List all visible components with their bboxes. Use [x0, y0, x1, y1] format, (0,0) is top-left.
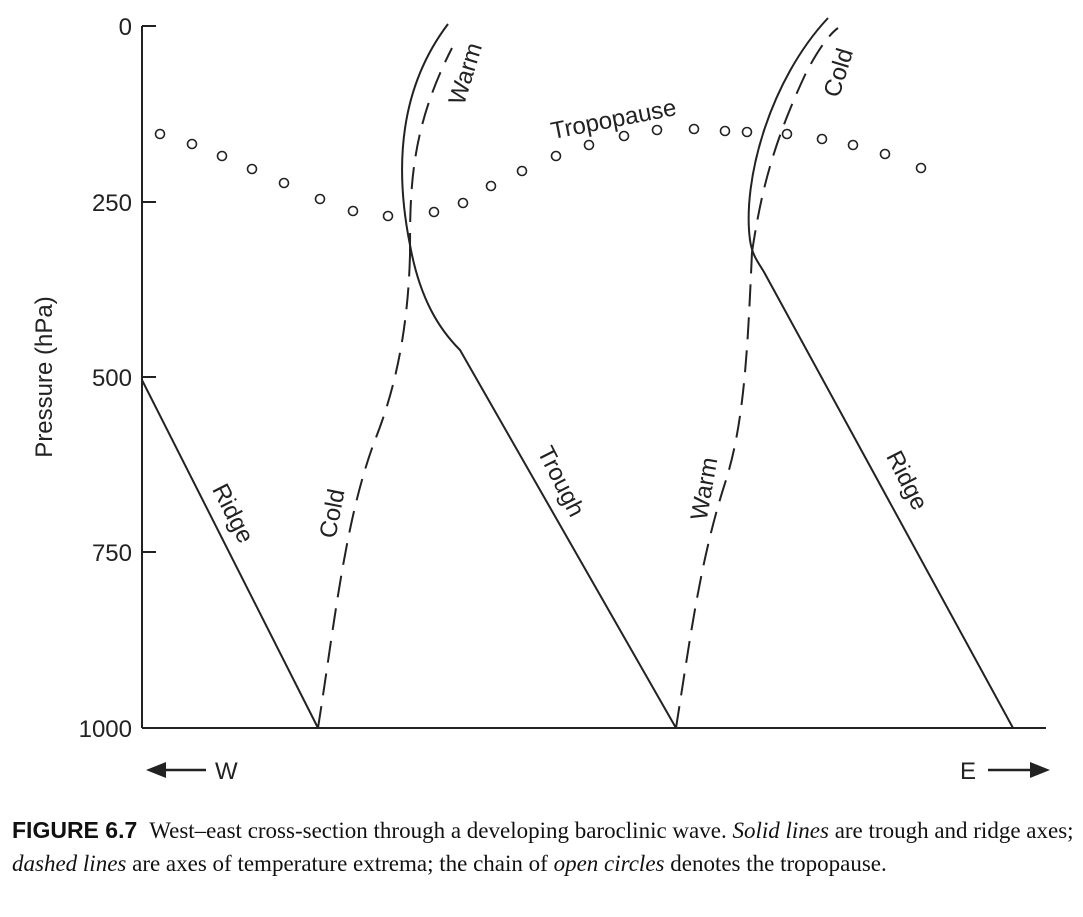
label-ridge-west: Ridge: [206, 480, 259, 548]
y-axis-title: Pressure (hPa): [31, 296, 58, 457]
caption-em-3: open circles: [553, 851, 665, 876]
y-tick-label-0: 0: [119, 14, 132, 41]
figure-number: FIGURE 6.7: [12, 817, 138, 843]
cross-section-diagram: 0 250 500 750 1000 Pressure (hPa): [31, 14, 1050, 785]
west-label: W: [215, 758, 238, 785]
label-warm-low: Warm: [686, 455, 724, 522]
tropopause-circles: [154, 123, 927, 222]
y-tick-label-1000: 1000: [79, 716, 132, 743]
caption-em-2: dashed lines: [12, 851, 127, 876]
caption-em-1: Solid lines: [732, 818, 829, 843]
y-ticks: [142, 25, 156, 553]
east-label: E: [960, 758, 976, 785]
label-cold-low: Cold: [315, 487, 351, 541]
y-tick-label-500: 500: [92, 365, 132, 392]
ridge-axis-east: [747, 17, 1014, 729]
west-arrow-icon: [146, 762, 206, 778]
y-tick-label-250: 250: [92, 190, 132, 217]
figure-caption: FIGURE 6.7 West–east cross-section throug…: [12, 814, 1074, 880]
ridge-axis-west: [141, 379, 319, 729]
trough-axis: [401, 23, 677, 729]
y-tick-label-750: 750: [92, 540, 132, 567]
label-ridge-east: Ridge: [880, 447, 933, 515]
label-cold-high: Cold: [819, 45, 859, 100]
caption-text-3: are axes of temperature extrema; the cha…: [126, 851, 554, 876]
cold-axis-low: [317, 254, 411, 729]
warm-axis-low: [675, 251, 753, 729]
caption-text-2: are trough and ridge axes;: [828, 818, 1074, 843]
label-trough: Trough: [532, 442, 590, 521]
label-tropopause: Tropopause: [549, 94, 679, 145]
warm-axis-upper: [409, 47, 453, 256]
caption-text-4: denotes the tropopause.: [664, 851, 887, 876]
caption-text-1: West–east cross-section through a develo…: [149, 818, 733, 843]
cold-axis-upper: [751, 27, 839, 253]
east-arrow-icon: [988, 762, 1050, 778]
